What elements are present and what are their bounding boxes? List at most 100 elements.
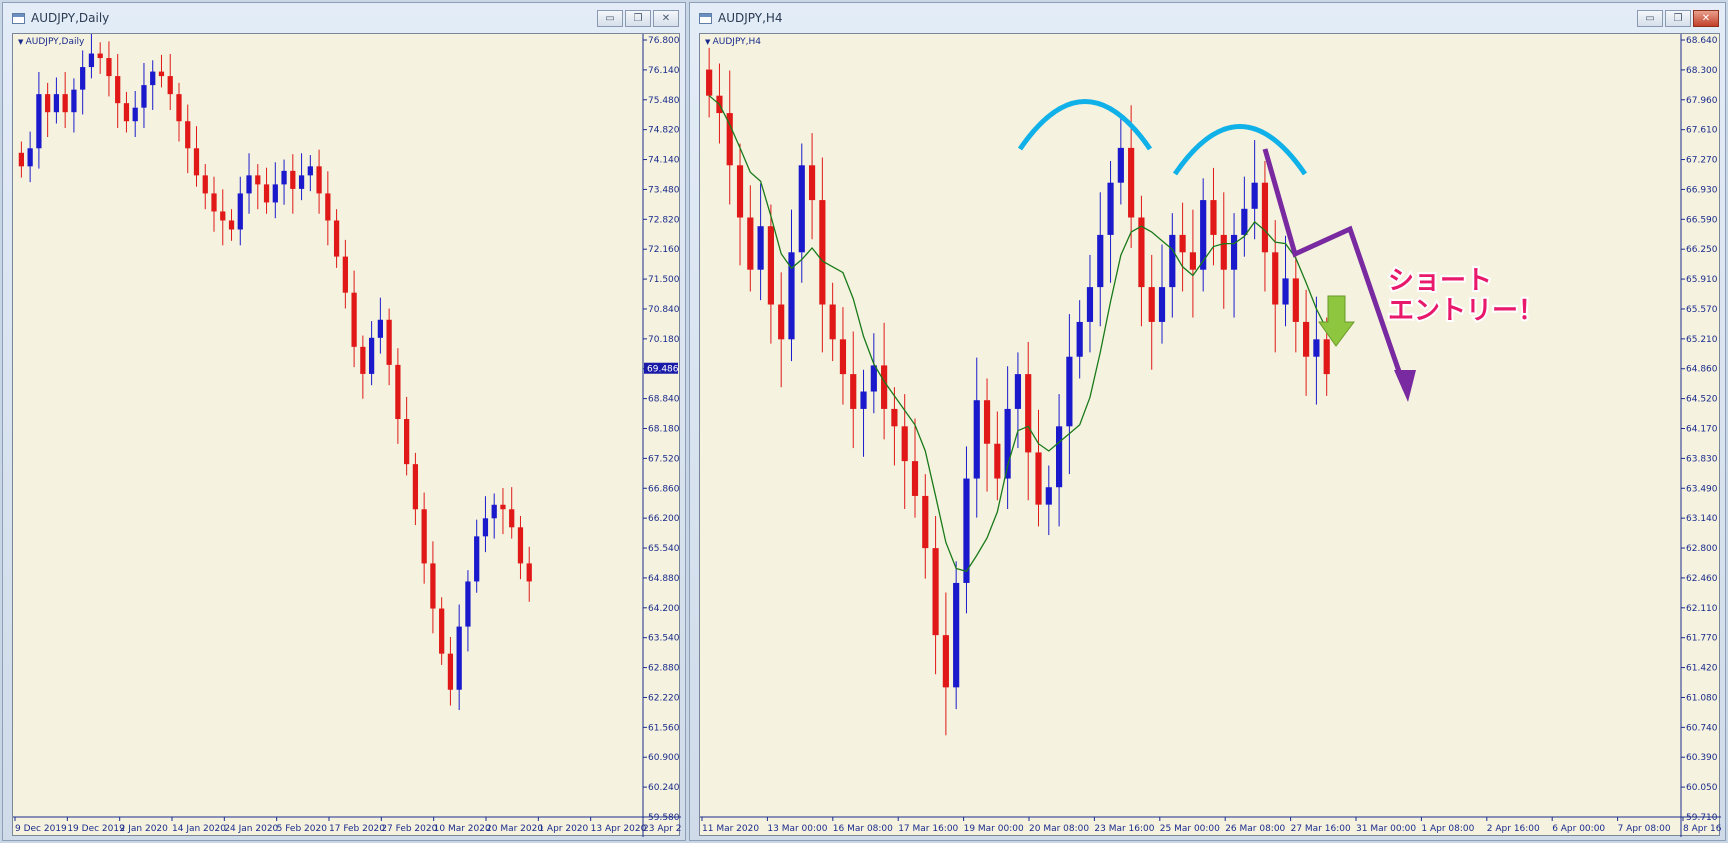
candle-body	[1148, 287, 1155, 322]
candle-body	[456, 626, 462, 690]
time-tick-label: 20 Mar 08:00	[1029, 824, 1089, 834]
time-tick-label: 5 Feb 2020	[277, 824, 328, 834]
candle-body	[526, 563, 532, 582]
candle-body	[1014, 374, 1022, 409]
price-tick-label: 65.910	[1686, 275, 1718, 285]
price-tick-label: 66.200	[648, 514, 680, 524]
candle-body	[27, 148, 33, 167]
candle-body	[491, 504, 497, 519]
time-tick-label: 19 Mar 00:00	[964, 824, 1024, 834]
candle-body	[932, 548, 939, 636]
candle-body	[150, 71, 156, 86]
price-tick-label: 66.860	[648, 484, 680, 494]
time-tick-label: 1 Apr 2020	[538, 824, 588, 834]
close-button[interactable]: ✕	[653, 10, 679, 27]
price-tick-label: 62.880	[648, 664, 680, 674]
price-tick-label: 70.180	[648, 335, 680, 345]
minimize-button[interactable]: ▭	[597, 10, 623, 27]
candle-body	[333, 220, 340, 257]
window-titlebar[interactable]: AUDJPY,Daily ▭ ❐ ✕	[3, 3, 685, 33]
candle-body	[421, 509, 427, 564]
chart-plot-area[interactable]: AUDJPY,H4 68.640 68.300 67.960 67.610 67.270…	[699, 33, 1721, 837]
candle-body	[316, 166, 322, 194]
candle-body	[891, 408, 898, 427]
price-tick-label: 65.210	[1686, 335, 1718, 345]
candle-body	[1292, 278, 1299, 322]
candle-body	[808, 165, 816, 201]
candle-body	[115, 76, 121, 104]
candle-body	[726, 113, 733, 166]
candle-body	[1035, 452, 1042, 505]
current-price-label: 69.486	[647, 365, 679, 375]
price-tick-label: 62.800	[1686, 544, 1718, 554]
candle-body	[185, 121, 191, 149]
candle-body	[1107, 182, 1114, 235]
candle-body	[1251, 182, 1258, 209]
candle-body	[447, 653, 454, 690]
price-tick-label: 59.710	[1686, 813, 1718, 823]
price-tick-label: 67.270	[1686, 156, 1718, 166]
candle-body	[778, 304, 785, 340]
chart-plot-area[interactable]: AUDJPY,Daily 76.800 76.140 75.480 74.820 74.…	[12, 33, 681, 837]
candle-body	[1303, 321, 1310, 357]
candle-body	[255, 175, 261, 185]
candle-body	[106, 58, 112, 77]
candle-body	[167, 76, 173, 95]
candle-body	[1189, 252, 1196, 270]
chart-window-icon	[12, 13, 25, 24]
close-button[interactable]: ✕	[1693, 10, 1719, 27]
price-tick-label: 61.560	[648, 723, 680, 733]
candle-body	[983, 400, 991, 444]
price-tick-label: 76.800	[648, 36, 680, 46]
candle-body	[123, 103, 130, 122]
daily-candlestick-chart: 76.800 76.140 75.480 74.820 74.140 73.480 72.8…	[13, 34, 681, 837]
down-arrow-icon	[1318, 295, 1355, 347]
candle-body	[1282, 278, 1289, 305]
maximize-button[interactable]: ❐	[625, 10, 651, 27]
time-tick-label: 24 Jan 2020	[224, 824, 278, 834]
chart-window-h4[interactable]: AUDJPY,H4 ▭ ❐ ✕ AUDJPY,H4 68.640 68.300 67…	[689, 2, 1726, 841]
candle-body	[342, 256, 348, 293]
moving-average-line	[708, 95, 1328, 573]
candle-body	[474, 536, 480, 582]
price-tick-label: 61.080	[1686, 693, 1718, 703]
candle-body	[1241, 208, 1248, 235]
candle-body	[80, 67, 86, 90]
time-tick-label: 17 Feb 2020	[329, 824, 385, 834]
candle-body	[193, 148, 200, 176]
price-tick-label: 62.460	[1686, 574, 1718, 584]
price-tick-label: 62.110	[1686, 604, 1718, 614]
price-tick-label: 60.240	[648, 783, 680, 793]
time-tick-label: 23 Apr 2020	[643, 824, 681, 834]
maximize-button[interactable]: ❐	[1665, 10, 1691, 27]
time-tick-label: 31 Mar 00:00	[1356, 824, 1416, 834]
candle-body	[767, 226, 774, 305]
candle-body	[482, 518, 489, 537]
candle-body	[465, 581, 471, 627]
candle-body	[1230, 234, 1238, 270]
candle-body	[439, 608, 445, 654]
candle-body	[1097, 234, 1104, 288]
price-tick-label: 64.170	[1686, 425, 1718, 435]
time-tick-label: 7 Apr 08:00	[1618, 824, 1671, 834]
candle-body	[325, 193, 331, 221]
candle-body	[829, 304, 836, 340]
candle-body	[706, 69, 713, 96]
chart-window-daily[interactable]: AUDJPY,Daily ▭ ❐ ✕ AUDJPY,Daily 76.80076…	[2, 2, 686, 841]
time-tick-label: 17 Mar 16:00	[898, 824, 958, 834]
time-tick-label: 11 Mar 2020	[702, 824, 759, 834]
chart-symbol-label: AUDJPY,H4	[705, 37, 761, 47]
candle-body	[1138, 217, 1145, 288]
candle-body	[736, 165, 744, 218]
time-tick-label: 27 Mar 16:00	[1291, 824, 1351, 834]
price-tick-label: 64.860	[1686, 365, 1718, 375]
candle-body	[839, 339, 847, 375]
window-titlebar[interactable]: AUDJPY,H4 ▭ ❐ ✕	[690, 3, 1725, 33]
candle-body	[404, 419, 410, 465]
minimize-button[interactable]: ▭	[1637, 10, 1663, 27]
candle-body	[757, 226, 764, 270]
candle-body	[53, 94, 60, 113]
price-tick-label: 67.960	[1686, 96, 1718, 106]
time-tick-label: 26 Mar 08:00	[1225, 824, 1285, 834]
price-tick-label: 76.140	[648, 66, 680, 76]
